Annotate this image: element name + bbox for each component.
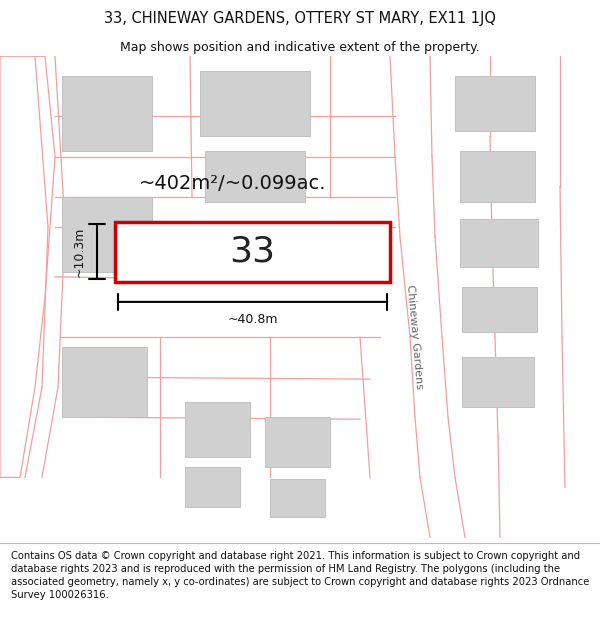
Text: ~402m²/~0.099ac.: ~402m²/~0.099ac. <box>139 174 326 193</box>
Polygon shape <box>0 56 55 478</box>
Bar <box>265 418 330 468</box>
Bar <box>200 71 310 136</box>
Text: Map shows position and indicative extent of the property.: Map shows position and indicative extent… <box>120 41 480 54</box>
Bar <box>270 479 325 518</box>
Text: 33: 33 <box>229 235 275 269</box>
Bar <box>62 347 147 418</box>
Bar <box>185 402 250 458</box>
Bar <box>62 197 152 272</box>
Bar <box>462 357 534 407</box>
Bar <box>205 151 305 202</box>
Bar <box>460 219 538 267</box>
Bar <box>185 468 240 508</box>
Bar <box>455 76 535 131</box>
Text: ~40.8m: ~40.8m <box>227 313 278 326</box>
Text: 33, CHINEWAY GARDENS, OTTERY ST MARY, EX11 1JQ: 33, CHINEWAY GARDENS, OTTERY ST MARY, EX… <box>104 11 496 26</box>
Text: ~10.3m: ~10.3m <box>73 227 86 277</box>
Text: Chineway Gardens: Chineway Gardens <box>406 284 425 389</box>
Text: Contains OS data © Crown copyright and database right 2021. This information is : Contains OS data © Crown copyright and d… <box>11 551 589 601</box>
Bar <box>460 151 535 202</box>
Bar <box>462 287 537 332</box>
Bar <box>62 76 152 151</box>
Bar <box>115 222 390 282</box>
